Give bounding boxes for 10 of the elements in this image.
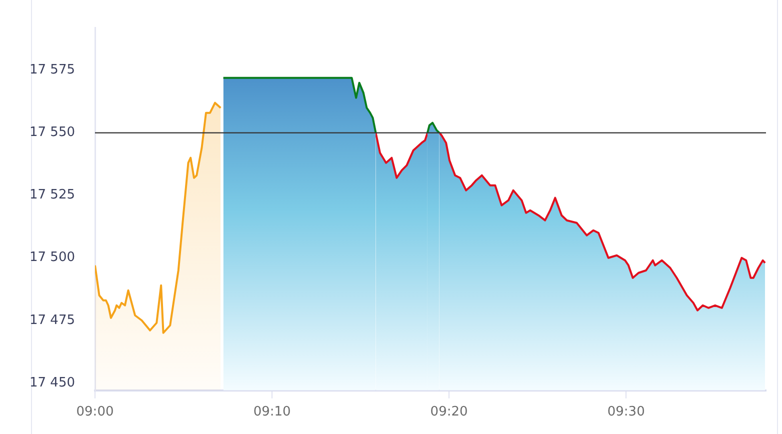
x-tick-label: 09:30 xyxy=(607,404,645,420)
y-tick-label: 17 575 xyxy=(30,62,75,78)
y-tick-label: 17 450 xyxy=(30,375,75,390)
x-tick-label: 09:20 xyxy=(430,404,468,420)
y-tick-label: 17 475 xyxy=(30,312,75,328)
y-tick-label: 17 500 xyxy=(30,250,75,266)
y-tick-label: 17 550 xyxy=(30,125,75,140)
x-tick-label: 09:10 xyxy=(253,404,291,420)
x-tick-label: 09:00 xyxy=(76,404,114,420)
y-tick-label: 17 525 xyxy=(30,188,75,203)
